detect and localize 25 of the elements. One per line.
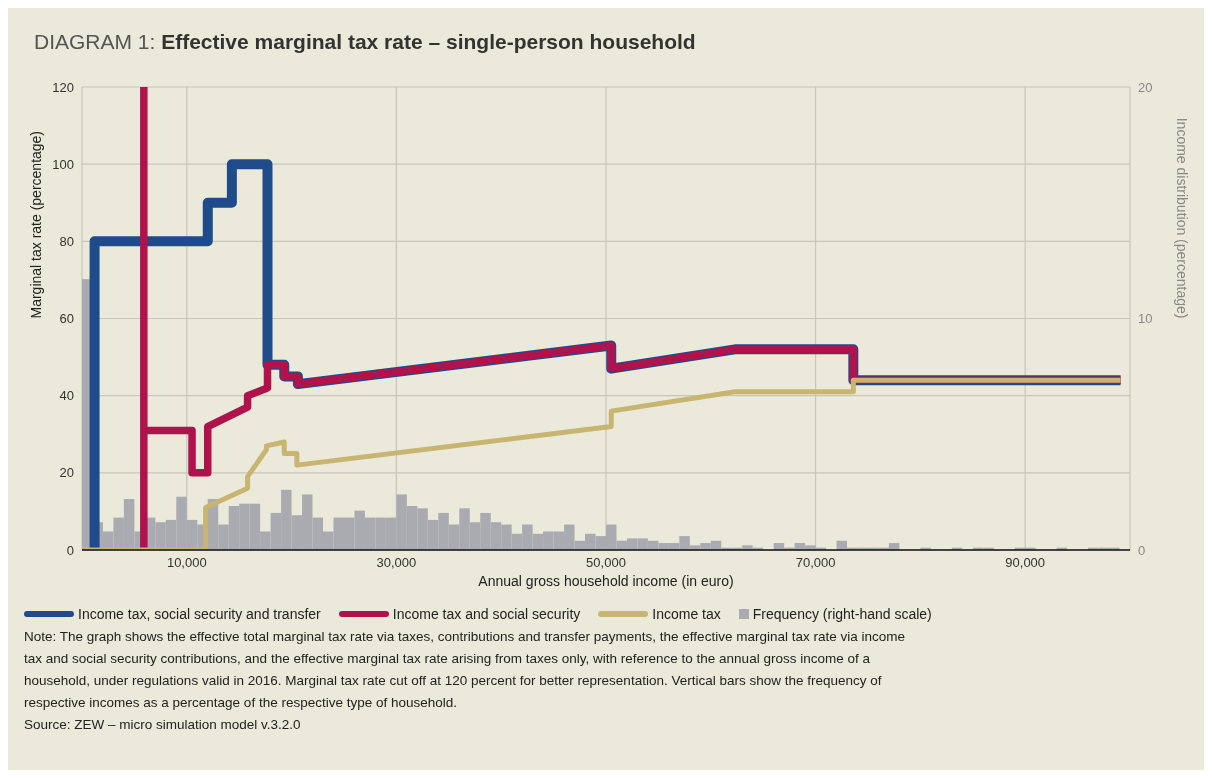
x-tick-label: 70,000 bbox=[795, 555, 836, 571]
legend-label: Income tax bbox=[652, 606, 721, 622]
legend-label: Income tax and social security bbox=[392, 606, 581, 622]
y-tick-label: 0 bbox=[66, 542, 74, 558]
text: Note: The graph shows the effective total marginal tax rate via taxes, contributions and transfer payments, the effective marginal tax rate via income tax and social security contributions, and the effective marginal tax rate arising from taxes only, with reference to the annual gross income of a household, under regulations valid in 2016. Marginal tax rate cut off at 120 percent for better representation. Vertical bars show the frequency of respective incomes as a percentage of the respective type of household. bbox=[24, 628, 906, 712]
source-note: Source: ZEW – micro simulation model v.3.2.0 bbox=[24, 716, 302, 734]
y2-tick-label: 20 bbox=[1138, 79, 1153, 95]
y2-tick-label: 10 bbox=[1138, 311, 1153, 327]
y-axis-title: Marginal tax rate (percentage) bbox=[27, 130, 44, 319]
y-tick-label: 100 bbox=[52, 156, 74, 172]
x-tick-label: 30,000 bbox=[376, 555, 417, 571]
x-tick-label: 90,000 bbox=[1005, 555, 1046, 571]
x-axis-title: Annual gross household income (in euro) bbox=[478, 572, 734, 589]
legend-label: Frequency (right-hand scale) bbox=[752, 606, 932, 622]
y-tick-label: 80 bbox=[59, 233, 74, 249]
y-tick-label: 60 bbox=[59, 311, 74, 327]
chart-title: DIAGRAM 1: Effective marginal tax rate – single-person household bbox=[34, 30, 696, 53]
y2-tick-label: 0 bbox=[1138, 542, 1146, 558]
y-tick-label: 40 bbox=[59, 388, 74, 404]
legend-label: Income tax, social security and transfer bbox=[78, 606, 321, 622]
y2-axis-title: Income distribution (percentage) bbox=[1174, 117, 1191, 319]
y-tick-label: 20 bbox=[59, 465, 74, 481]
y-tick-label: 120 bbox=[52, 79, 74, 95]
x-tick-label: 50,000 bbox=[586, 555, 626, 571]
x-tick-label: 10,000 bbox=[166, 555, 207, 571]
